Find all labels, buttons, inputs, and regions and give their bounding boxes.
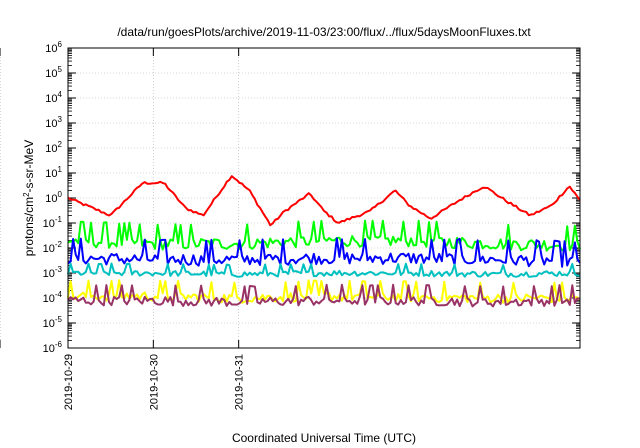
- y-tick-label: 10-4: [43, 290, 63, 305]
- y-tick-label-exp: -4: [55, 290, 63, 299]
- x-axis-label: Coordinated Universal Time (UTC): [232, 431, 416, 445]
- y-tick-label: 103: [45, 115, 62, 130]
- y-tick-label-base: 10: [43, 293, 55, 305]
- series-group: [67, 175, 581, 308]
- y-tick-label-exp: 4: [58, 90, 63, 99]
- y-tick-label-exp: 0: [58, 190, 63, 199]
- y-tick-label: 100: [45, 190, 62, 205]
- y-tick-label: 10-6: [43, 340, 63, 355]
- y-tick-label-base: 10: [45, 143, 57, 155]
- y-tick-label-exp: -6: [55, 340, 63, 349]
- y-tick-label: 10-1: [43, 215, 63, 230]
- y-tick-label-exp: 2: [58, 140, 63, 149]
- y-tick-label: 10-3: [43, 265, 63, 280]
- x-axis: 2019-10-292019-10-302019-10-312019-11-12…: [0, 48, 246, 410]
- y-tick-label-exp: 6: [58, 40, 63, 49]
- y-axis-label-rest: -s-sr-MeV: [22, 140, 36, 193]
- y-tick-label-base: 10: [43, 243, 55, 255]
- y-tick-label-base: 10: [45, 193, 57, 205]
- y-axis-label-base: protons/cm: [22, 197, 36, 256]
- y-tick-label-base: 10: [43, 268, 55, 280]
- series-line-2: [67, 219, 581, 252]
- y-tick-label: 102: [45, 140, 62, 155]
- y-tick-label: 105: [45, 65, 62, 80]
- y-tick-label-base: 10: [45, 43, 57, 55]
- y-tick-label: 10-2: [43, 240, 63, 255]
- y-tick-label-exp: -1: [55, 215, 63, 224]
- y-tick-label-base: 10: [45, 68, 57, 80]
- y-tick-label-base: 10: [43, 343, 55, 355]
- y-axis-label: protons/cm2-s-sr-MeV: [22, 140, 36, 256]
- y-axis-label-sup: 2: [22, 192, 31, 197]
- series-line-3: [67, 237, 581, 268]
- y-tick-label-exp: 5: [58, 65, 63, 74]
- y-tick-label-base: 10: [43, 218, 55, 230]
- x-tick-label: 2019-10-31: [234, 354, 246, 410]
- y-tick-label: 106: [45, 40, 62, 55]
- y-tick-label-exp: 3: [58, 115, 63, 124]
- y-tick-label-base: 10: [45, 93, 57, 105]
- y-tick-label-exp: 1: [58, 165, 63, 174]
- y-tick-label: 104: [45, 90, 62, 105]
- series-line-6: [67, 283, 581, 308]
- y-tick-label-exp: -3: [55, 265, 63, 274]
- y-tick-label-exp: -5: [55, 315, 63, 324]
- y-axis: 10-610-510-410-310-210-11001011021031041…: [43, 40, 580, 355]
- series-line-4: [67, 262, 581, 278]
- x-tick-label: 2019-10-29: [63, 354, 75, 410]
- chart-title: /data/run/goesPlots/archive/2019-11-03/2…: [117, 25, 531, 39]
- x-tick-label: 2019-10-30: [148, 354, 160, 410]
- series-line-1: [67, 175, 581, 227]
- plot-frame: [67, 47, 581, 349]
- y-tick-label-exp: -2: [55, 240, 63, 249]
- y-tick-label-base: 10: [45, 168, 57, 180]
- y-tick-label: 101: [45, 165, 62, 180]
- y-tick-label-base: 10: [45, 118, 57, 130]
- y-tick-label: 10-5: [43, 315, 63, 330]
- y-tick-label-base: 10: [43, 318, 55, 330]
